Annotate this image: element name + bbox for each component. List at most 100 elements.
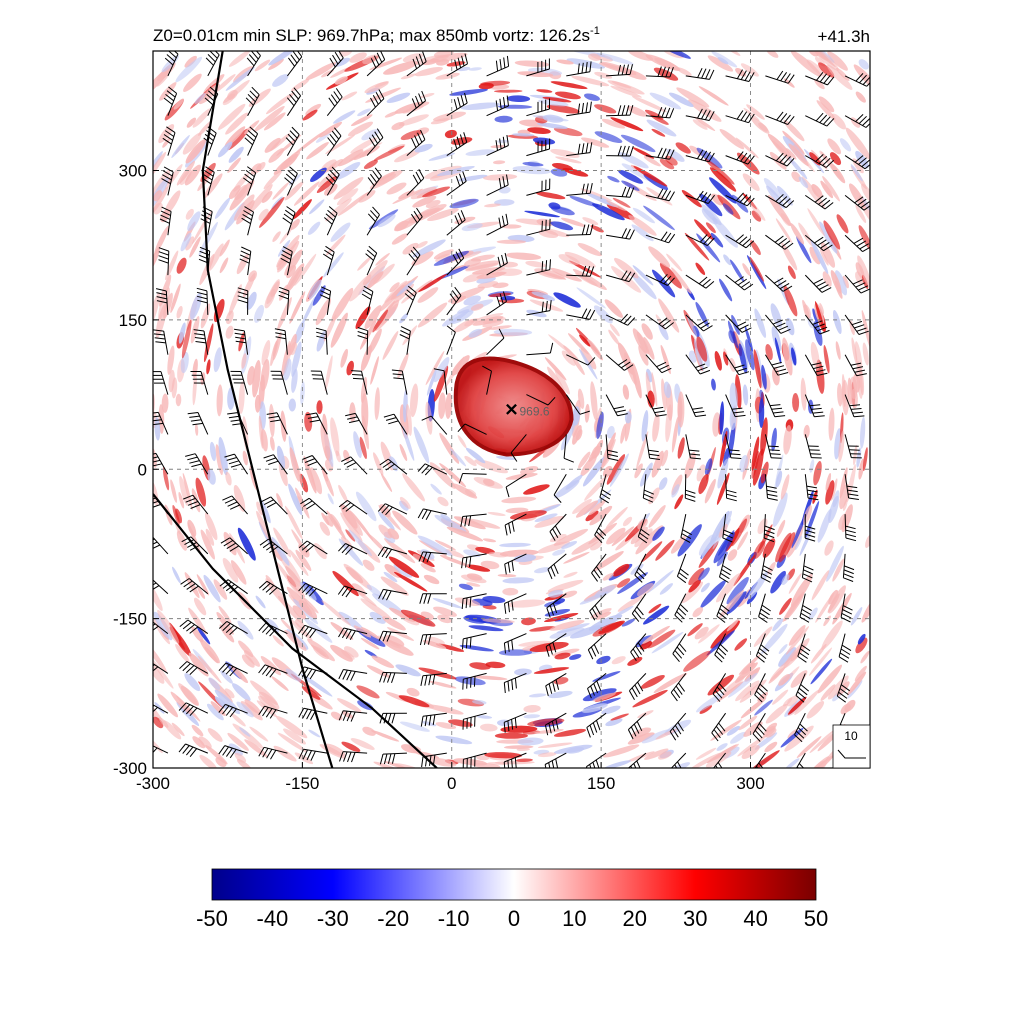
barb-feather <box>716 615 726 623</box>
barb-feather <box>222 581 232 589</box>
wind-barb <box>685 234 715 247</box>
barb-feather <box>497 256 501 268</box>
vorticity-streak <box>364 305 382 330</box>
barb-feather <box>424 675 428 686</box>
barb-feather <box>591 572 599 582</box>
barb-feather <box>281 253 291 260</box>
barb-feather <box>306 503 316 510</box>
barb-feather <box>153 544 161 549</box>
wind-barb <box>366 206 380 236</box>
barb-feather <box>701 68 707 79</box>
barb-feather <box>342 502 352 510</box>
vorticity-streak <box>675 142 691 154</box>
wind-barb <box>804 434 822 459</box>
barb-feather <box>424 715 428 727</box>
vorticity-streak <box>783 120 805 142</box>
vorticity-streak <box>273 745 297 762</box>
vorticity-streak <box>558 254 580 265</box>
barb-feather <box>185 705 194 715</box>
vorticity-field <box>153 51 870 768</box>
vorticity-streak <box>768 666 786 684</box>
barb-feather <box>507 601 510 613</box>
barb-feather <box>427 634 432 645</box>
barb-feather <box>596 680 602 691</box>
barb-feather <box>368 245 378 254</box>
wind-barb <box>310 370 328 395</box>
colorbar-tick-label: -10 <box>438 906 470 931</box>
wind-barb <box>725 69 755 82</box>
barb-feather <box>241 217 251 225</box>
vorticity-streak <box>375 253 390 266</box>
barb-feather <box>266 748 273 759</box>
vorticity-streak <box>219 239 230 257</box>
vorticity-streak <box>580 188 613 202</box>
barb-feather <box>785 200 795 208</box>
barb-feather <box>391 369 403 372</box>
barb-feather <box>302 749 308 760</box>
wind-barb <box>417 508 447 520</box>
vorticity-streak <box>410 186 437 200</box>
barb-feather <box>419 634 424 646</box>
vorticity-streak <box>812 489 818 504</box>
barb-feather <box>782 285 793 292</box>
wind-barb <box>545 633 567 657</box>
wind-barb <box>805 154 835 168</box>
barb-feather <box>153 419 162 422</box>
barb-shaft <box>366 214 380 236</box>
vorticity-streak <box>444 129 457 139</box>
vorticity-streak <box>553 598 566 605</box>
barb-key-box <box>832 724 871 769</box>
vorticity-streak <box>393 564 413 578</box>
barb-feather <box>703 235 712 245</box>
vorticity-streak <box>753 349 762 389</box>
barb-shaft <box>366 137 384 156</box>
barb-feather <box>499 59 502 70</box>
vorticity-streak <box>206 359 211 375</box>
wind-barb <box>162 126 176 156</box>
vorticity-streak <box>160 209 170 223</box>
barb-feather <box>298 540 308 549</box>
vorticity-streak <box>728 422 736 458</box>
barb-feather <box>661 367 672 374</box>
barb-feather <box>726 497 737 502</box>
barb-feather <box>383 413 395 418</box>
barb-feather <box>866 81 870 87</box>
vorticity-streak <box>468 67 482 71</box>
vorticity-streak <box>362 726 376 736</box>
barb-feather <box>631 687 638 698</box>
barb-feather <box>674 764 678 768</box>
wind-barb <box>804 274 832 293</box>
barb-feather <box>726 493 737 498</box>
barb-feather <box>654 410 665 414</box>
y-tick-label: 150 <box>119 311 147 330</box>
barb-feather <box>862 117 870 126</box>
vorticity-streak <box>553 127 583 137</box>
vorticity-streak <box>389 607 416 623</box>
vorticity-streak <box>244 699 261 714</box>
vorticity-streak <box>386 92 411 103</box>
barb-shaft <box>685 75 710 80</box>
wind-barb <box>685 274 715 289</box>
wind-barb <box>258 580 288 595</box>
barb-feather <box>849 404 861 407</box>
vorticity-streak <box>592 692 616 702</box>
vorticity-streak <box>427 208 459 222</box>
vorticity-streak <box>648 487 660 505</box>
vorticity-streak <box>430 483 442 495</box>
vorticity-streak <box>418 667 457 680</box>
barb-feather <box>841 612 852 619</box>
barb-feather <box>723 529 734 535</box>
barb-feather <box>411 137 417 148</box>
barb-feather <box>379 713 384 724</box>
barb-feather <box>771 457 782 459</box>
vorticity-streak <box>819 221 838 254</box>
barb-feather <box>185 453 196 457</box>
barb-feather <box>736 69 743 79</box>
vorticity-streak <box>681 190 702 208</box>
barb-feather <box>661 66 666 77</box>
vorticity-streak <box>330 417 340 457</box>
barb-shaft <box>684 474 687 499</box>
vorticity-streak <box>475 546 495 554</box>
vorticity-streak <box>676 67 692 77</box>
barb-feather <box>592 762 596 768</box>
